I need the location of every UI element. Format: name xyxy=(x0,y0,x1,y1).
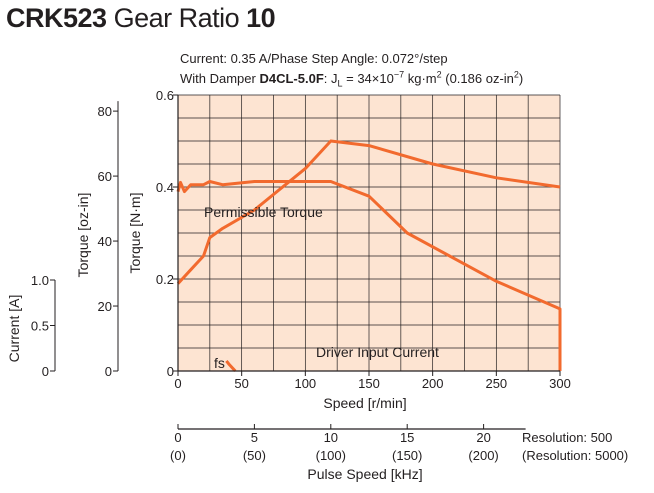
y-axis-title: Torque [N·m] xyxy=(127,193,143,274)
x-tick-label: 200 xyxy=(422,376,444,391)
pulse-tick-label: 20 xyxy=(476,430,490,445)
x-axis-title: Speed [r/min] xyxy=(323,395,406,411)
resolution-500-label: Resolution: 500 xyxy=(522,430,612,445)
x-tick-label: 300 xyxy=(549,376,571,391)
y-tick-label-current: 1.0 xyxy=(31,273,49,288)
pulse-axis-title: Pulse Speed [kHz] xyxy=(307,466,422,482)
x-tick-label: 0 xyxy=(174,376,181,391)
inertia-close: ) xyxy=(518,71,524,86)
y-tick-label: 0 xyxy=(167,364,174,379)
condition-damper: With Damper D4CL-5.0F: JL = 34×10−7 kg·m… xyxy=(180,69,524,89)
model-name: CRK523 xyxy=(6,3,107,33)
gear-ratio-label: Gear Ratio xyxy=(113,3,240,33)
x-tick-label: 250 xyxy=(485,376,507,391)
y-tick-label: 0.4 xyxy=(156,180,174,195)
pulse-tick-label: 5 xyxy=(251,430,258,445)
inertia-exponent: −7 xyxy=(393,69,405,80)
y-tick-label-oz: 40 xyxy=(98,234,112,249)
condition-current-step: Current: 0.35 A/Phase Step Angle: 0.072°… xyxy=(180,51,448,66)
fs-label: fs xyxy=(214,355,225,371)
damper-prefix: With Damper xyxy=(180,71,260,86)
y-tick-label-oz: 20 xyxy=(98,299,112,314)
y-tick-label-current: 0 xyxy=(42,364,49,379)
inertia-alt-value: (0.186 oz-in xyxy=(441,71,514,86)
driver-input-current-label: Driver Input Current xyxy=(316,344,439,360)
y-tick-label-oz: 60 xyxy=(98,169,112,184)
inertia-subscript: L xyxy=(337,78,343,89)
y-tick-label-current: 0.5 xyxy=(31,319,49,334)
gear-ratio-value: 10 xyxy=(246,3,276,33)
pulse-tick-label: 15 xyxy=(400,430,414,445)
series-permissible-torque-line xyxy=(176,180,562,371)
pulse-tick-label: 10 xyxy=(324,430,338,445)
inertia-label: : J xyxy=(323,71,338,86)
y-tick-label-oz: 80 xyxy=(98,104,112,119)
resolution-5000-label: (Resolution: 5000) xyxy=(522,448,628,463)
series-driver-input-current-line xyxy=(176,139,561,285)
pulse-tick-label-alt: (150) xyxy=(392,448,422,463)
x-tick-label: 50 xyxy=(234,376,248,391)
y-tick-label-oz: 0 xyxy=(105,364,112,379)
chart-title: CRK523 Gear Ratio 10 xyxy=(6,2,276,34)
permissible-torque-label: Permissible Torque xyxy=(204,204,323,220)
series-fs-line xyxy=(225,359,237,373)
inertia-unit-exponent: 2 xyxy=(436,69,442,80)
inertia-value: = 34×10 xyxy=(342,71,394,86)
y-axis-title-current: Current [A] xyxy=(6,295,22,363)
inertia-alt-exponent: 2 xyxy=(513,69,519,80)
pulse-tick-label-alt: (200) xyxy=(468,448,498,463)
y-tick-label: 0.6 xyxy=(156,88,174,103)
x-tick-label: 100 xyxy=(294,376,316,391)
inertia-unit: kg·m xyxy=(404,71,437,86)
pulse-tick-label: 0 xyxy=(174,430,181,445)
pulse-tick-label-alt: (100) xyxy=(316,448,346,463)
y-tick-label: 0.2 xyxy=(156,272,174,287)
x-tick-label: 150 xyxy=(358,376,380,391)
pulse-tick-label-alt: (0) xyxy=(170,448,186,463)
pulse-tick-label-alt: (50) xyxy=(243,448,266,463)
y-axis-title-oz: Torque [oz-in] xyxy=(75,193,91,278)
damper-model: D4CL-5.0F xyxy=(259,71,324,86)
